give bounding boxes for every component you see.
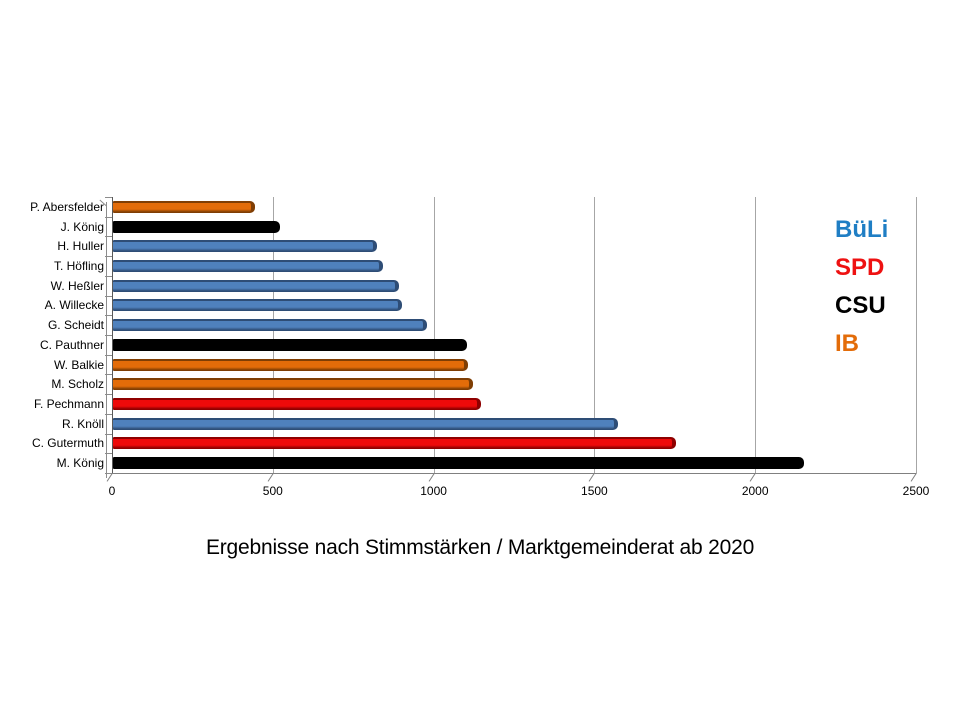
bar-csu (113, 457, 805, 470)
bar-csu (113, 220, 281, 233)
bar-row: W. Balkie (54, 355, 916, 375)
x-axis-tick-2000 (749, 472, 757, 482)
bar-csu (113, 338, 467, 351)
bar-row: F. Pechmann (34, 394, 916, 414)
bar-ib (113, 358, 469, 371)
x-axis-tick-label-1500: 1500 (581, 484, 608, 498)
gridline-2000 (755, 197, 757, 473)
legend-item-ib: IB (835, 330, 859, 357)
x-axis-tick-2500 (910, 472, 917, 482)
bar-spd (113, 397, 482, 410)
bar-row: T. Höfling (54, 256, 916, 276)
y-axis-tick (105, 354, 112, 356)
category-label: P. Abersfelder (30, 199, 104, 214)
bar-row: H. Huller (57, 236, 916, 256)
legend-item-csu: CSU (835, 292, 886, 319)
legend-item-büli: BüLi (835, 216, 889, 243)
y-axis-tick (105, 374, 112, 376)
x-axis-tick-label-2500: 2500 (902, 484, 930, 498)
x-axis-tick-1000 (428, 472, 435, 482)
bar-spd (113, 437, 676, 450)
chart-title: Ergebnisse nach Stimmstärken / Marktgeme… (205, 536, 755, 559)
y-axis-tick (105, 413, 112, 415)
bar-row: P. Abersfelder (30, 197, 916, 217)
gridline-1500 (594, 197, 596, 473)
x-axis-tick-500 (267, 472, 274, 482)
y-axis-tick (105, 216, 112, 218)
category-label: M. König (56, 456, 104, 471)
bar-büli (113, 279, 400, 292)
y-axis-tick (105, 236, 112, 238)
y-axis-tick (105, 473, 112, 474)
x-axis-tick-label-500: 500 (262, 484, 283, 498)
category-label: G. Scheidt (47, 318, 104, 333)
y-axis-tick (105, 453, 112, 455)
bar-büli (113, 319, 427, 332)
bar-büli (113, 417, 618, 430)
x-axis-tick-label-2000: 2000 (741, 484, 769, 498)
category-label: J. König (60, 219, 104, 234)
category-label: H. Huller (57, 239, 104, 254)
bar-row: W. Heßler (51, 276, 916, 296)
bar-row: C. Gutermuth (32, 434, 916, 454)
bar-ib (113, 378, 474, 391)
x-axis-tick-1500 (589, 472, 596, 482)
x-axis-line (106, 473, 916, 474)
category-label: C. Pauthner (39, 337, 104, 352)
legend-item-spd: SPD (835, 254, 885, 281)
bar-row: J. König (61, 217, 916, 237)
category-label: F. Pechmann (33, 396, 104, 411)
bar-row: M. Scholz (51, 374, 916, 394)
bar-büli (113, 259, 384, 272)
y-axis-tick (105, 275, 112, 277)
y-axis-tick (105, 394, 112, 396)
bar-büli (113, 240, 377, 253)
gridline-1000 (433, 197, 435, 473)
y-axis-tick (105, 295, 112, 297)
category-label: A. Willecke (44, 298, 104, 313)
category-label: M. Scholz (51, 377, 104, 392)
plot-area: 0 500 1000 1500 2000 2500 P. Abersfelder J. Kö… (30, 197, 929, 498)
y-axis-tick (105, 256, 112, 258)
x-axis-tick-label-0: 0 (108, 484, 116, 498)
category-label: T. Höfling (53, 258, 104, 273)
bar-row: M. König (57, 453, 916, 473)
bar-row: G. Scheidt (48, 315, 916, 335)
y-axis-line (112, 197, 113, 473)
bar-row: A. Willecke (45, 296, 916, 316)
y-axis-tick (105, 197, 112, 198)
category-label: W. Balkie (53, 357, 104, 372)
bar-büli (113, 299, 403, 312)
bar-row: C. Pauthner (40, 335, 916, 355)
category-label: W. Heßler (50, 278, 104, 293)
y-axis-tick (105, 433, 112, 435)
category-label: R. Knöll (61, 416, 104, 431)
gridline-2500 (916, 197, 917, 473)
x-axis-tick-0 (106, 472, 113, 482)
y-axis-tick (105, 315, 112, 317)
bar-row: R. Knöll (62, 414, 916, 434)
y-axis-tick (105, 335, 112, 336)
legend: BüLi SPD CSU IB (835, 211, 888, 363)
bar-ib (113, 200, 255, 213)
y-axis-wall-back-edge (106, 202, 107, 478)
category-label: C. Gutermuth (31, 436, 104, 451)
x-axis-tick-label-1000: 1000 (420, 484, 447, 498)
gridline-500 (272, 197, 274, 473)
